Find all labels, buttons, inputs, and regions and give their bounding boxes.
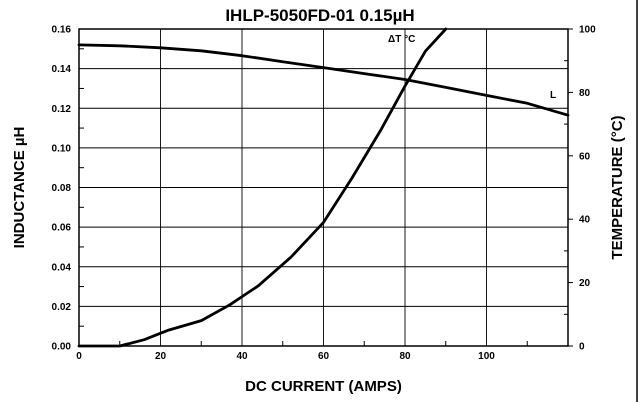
series-label-temperature-rise: ΔT °C — [388, 34, 415, 45]
y-right-tick-label-5: 100 — [579, 25, 596, 36]
x-tick-label-3: 60 — [318, 351, 330, 362]
chart-title: IHLP-5050FD-01 0.15µH — [225, 6, 414, 25]
y-left-tick-label-7: 0.14 — [52, 64, 72, 75]
y-right-tick-labels: 0 20 40 60 80 100 — [579, 25, 596, 353]
y-right-tick-label-2: 40 — [579, 215, 591, 226]
y-left-tick-label-0: 0.00 — [52, 342, 72, 353]
x-tick-labels: 0 20 40 60 80 100 — [76, 351, 495, 362]
series-line-1 — [77, 27, 448, 348]
x-tick-label-4: 80 — [399, 351, 411, 362]
y-right-tick-label-4: 80 — [579, 88, 591, 99]
x-axis-title: DC CURRENT (AMPS) — [245, 378, 402, 395]
y-right-tick-label-1: 20 — [579, 278, 591, 289]
y-axis-title-right: TEMPERATURE (°C) — [609, 115, 626, 259]
y-left-tick-label-8: 0.16 — [52, 25, 72, 36]
grid-lines — [79, 29, 568, 346]
plot-frame — [78, 28, 569, 347]
series-lines — [77, 27, 570, 348]
series-line-0 — [77, 43, 570, 117]
tick-marks — [79, 28, 573, 347]
y-left-tick-label-3: 0.06 — [52, 223, 72, 234]
y-right-tick-label-3: 60 — [579, 151, 591, 162]
y-left-tick-label-4: 0.08 — [52, 183, 72, 194]
y-left-tick-labels: 0.00 0.02 0.04 0.06 0.08 0.10 0.12 0.14 0.16 — [52, 25, 72, 353]
y-right-tick-label-0: 0 — [579, 342, 585, 353]
y-left-tick-label-5: 0.10 — [52, 143, 72, 154]
y-left-tick-label-6: 0.12 — [52, 104, 72, 115]
series-label-inductance: L — [550, 90, 556, 101]
x-tick-label-1: 20 — [155, 351, 167, 362]
y-left-tick-label-2: 0.04 — [52, 262, 72, 273]
x-tick-label-0: 0 — [76, 351, 82, 362]
y-axis-title-left: INDUCTANCE µH — [11, 127, 28, 249]
x-tick-label-5: 100 — [478, 351, 495, 362]
y-left-tick-label-1: 0.02 — [52, 302, 72, 313]
x-tick-label-2: 40 — [236, 351, 248, 362]
